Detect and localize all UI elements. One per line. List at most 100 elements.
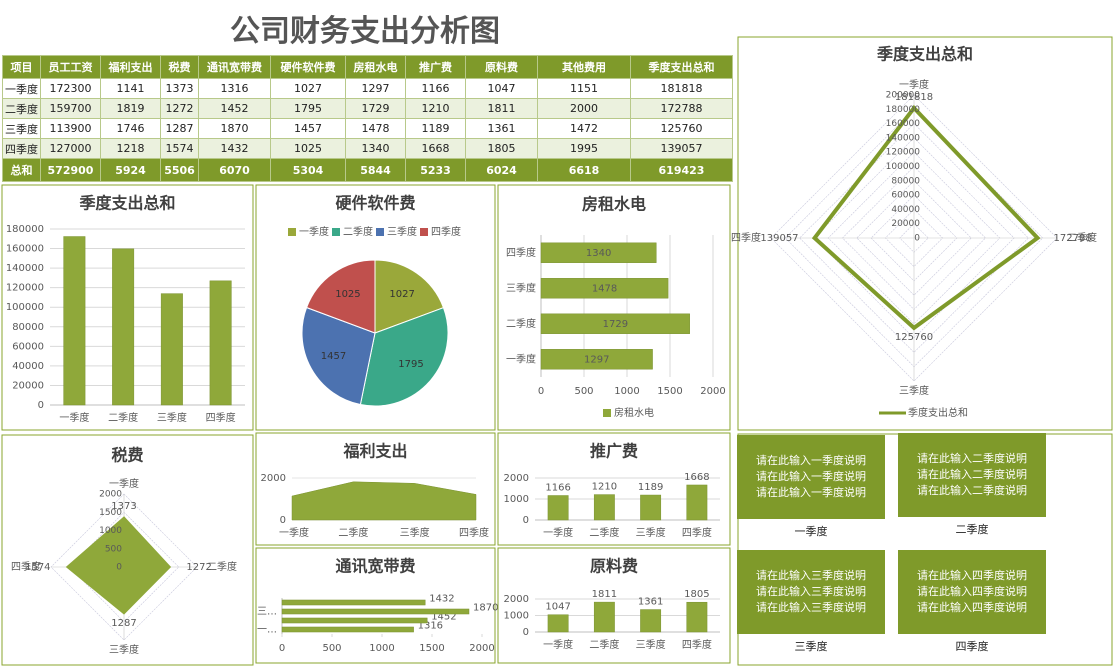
note-text: 请在此输入四季度说明	[917, 600, 1027, 614]
chart-title: 福利支出	[342, 442, 407, 461]
table-cell: 1025	[270, 138, 346, 159]
data-label: 125760	[895, 332, 933, 343]
note-text: 请在此输入三季度说明	[756, 584, 866, 598]
data-label: 1452	[431, 612, 456, 623]
y-tick-label: 0	[523, 515, 529, 526]
y-tick-label: 40000	[12, 361, 44, 372]
x-tick-label: 三季度	[636, 638, 666, 651]
table-cell: 1746	[100, 118, 161, 139]
chart-title: 季度支出总和	[78, 194, 175, 213]
y-tick-label: 140000	[886, 133, 921, 143]
table-cell: 1027	[270, 78, 346, 99]
chart-title: 硬件软件费	[335, 194, 415, 213]
y-tick-label: 40000	[891, 205, 920, 215]
table-cell: 6070	[198, 158, 271, 182]
data-label: 1478	[592, 283, 617, 294]
table-cell: 二季度	[2, 98, 41, 119]
y-tick-label: 0	[523, 627, 529, 638]
legend-label: 二季度	[343, 225, 373, 238]
y-tick-label: 140000	[6, 263, 44, 274]
data-label: 1574	[25, 562, 50, 573]
radar-series	[65, 516, 172, 615]
data-label: 181818	[895, 92, 933, 103]
note-caption: 三季度	[795, 639, 828, 653]
table-cell: 1373	[160, 78, 199, 99]
data-label: 1210	[592, 482, 617, 493]
legend-swatch	[332, 228, 340, 236]
table-row: 二季度 159700 1819 1272 1452 1795 1729 1210 1811 200…	[2, 98, 733, 119]
legend-label: 房租水电	[614, 406, 654, 419]
y-tick-label: 三…	[257, 607, 277, 618]
table-cell: 员工工资	[40, 55, 101, 79]
bar	[686, 601, 708, 633]
note-caption: 四季度	[956, 639, 989, 653]
data-label: 172788	[1054, 233, 1092, 244]
bar	[540, 349, 653, 370]
y-tick-label: 20000	[12, 380, 44, 391]
y-tick-label: 100000	[886, 162, 921, 172]
x-tick-label: 四季度	[682, 638, 712, 651]
data-label: 1373	[111, 501, 136, 512]
x-tick-label: 一季度	[543, 638, 573, 651]
table-cell: 5506	[160, 158, 199, 182]
table-cell: 1340	[345, 138, 406, 159]
x-tick-label: 1500	[419, 643, 444, 654]
pie-slice	[374, 259, 445, 334]
y-tick-label: 120000	[886, 148, 921, 158]
y-tick-label: 80000	[891, 176, 920, 186]
table-cell: 6024	[465, 158, 538, 182]
y-tick-label: 0	[38, 400, 44, 411]
y-tick-label: 2000	[261, 473, 286, 484]
x-tick-label: 一季度	[59, 411, 89, 424]
table-cell: 1047	[465, 78, 538, 99]
y-tick-label: 一季度	[506, 352, 536, 365]
note-box	[737, 550, 885, 634]
x-tick-label: 500	[322, 643, 341, 654]
note-box	[898, 550, 1046, 634]
page-title: 公司财务支出分析图	[230, 14, 500, 49]
table-cell: 项目	[2, 55, 41, 79]
table-cell: 172300	[40, 78, 101, 99]
y-tick-label: 四季度	[506, 246, 536, 259]
category-label: 二季度	[1067, 231, 1097, 244]
note-text: 请在此输入二季度说明	[917, 451, 1027, 465]
table-cell: 6618	[537, 158, 631, 182]
table-cell: 房租水电	[345, 55, 406, 79]
table-cell: 5844	[345, 158, 406, 182]
y-tick-label: 80000	[12, 322, 44, 333]
y-tick-label: 120000	[6, 283, 44, 294]
table-cell: 1819	[100, 98, 161, 119]
table-cell: 福利支出	[100, 55, 161, 79]
table-cell: 1574	[160, 138, 199, 159]
bar	[547, 495, 569, 521]
table-cell: 1432	[198, 138, 271, 159]
table-row: 一季度 172300 1141 1373 1316 1027 1297 1166 1047 115…	[2, 78, 733, 99]
y-tick-label: 2000	[504, 473, 529, 484]
data-label: 1166	[545, 483, 570, 494]
table-cell: 推广费	[405, 55, 466, 79]
data-label: 1729	[603, 319, 628, 330]
x-tick-label: 二季度	[589, 526, 619, 539]
note-box	[737, 435, 885, 519]
chart-title: 推广费	[590, 442, 638, 461]
x-tick-label: 一季度	[279, 526, 309, 539]
table-cell: 1218	[100, 138, 161, 159]
bar	[593, 601, 615, 633]
table-row: 项目 员工工资 福利支出 税费 通讯宽带费 硬件软件费 房租水电 推广费 原料费 其他费用 季度支出…	[2, 55, 733, 79]
table-cell: 1452	[198, 98, 271, 119]
table-cell: 1166	[405, 78, 466, 99]
legend-label: 一季度	[299, 225, 329, 238]
note-text: 请在此输入一季度说明	[756, 469, 866, 483]
table-cell: 127000	[40, 138, 101, 159]
data-label: 1668	[684, 472, 709, 483]
note-text: 请在此输入三季度说明	[756, 600, 866, 614]
bar	[540, 242, 657, 263]
table-cell: 1210	[405, 98, 466, 119]
x-tick-label: 四季度	[682, 526, 712, 539]
table-cell: 季度支出总和	[630, 55, 733, 79]
bar	[160, 293, 183, 406]
summary-table: 项目 员工工资 福利支出 税费 通讯宽带费 硬件软件费 房租水电 推广费 原料费 其他费用 季度支出…	[2, 55, 733, 182]
y-tick-label: 0	[280, 515, 286, 526]
